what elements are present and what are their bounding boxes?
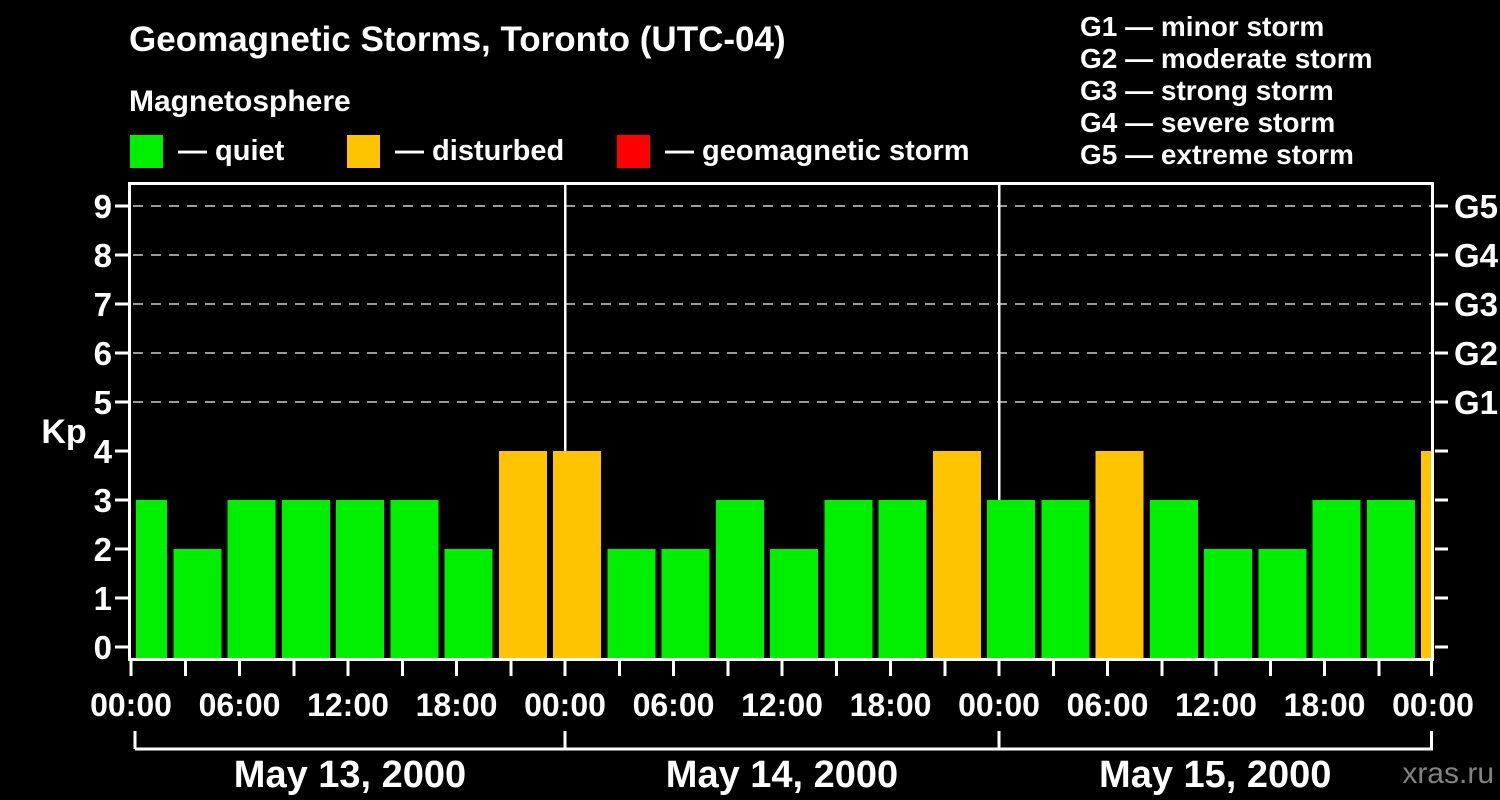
- plot-frame: [128, 182, 1434, 661]
- kp-bar: [1095, 451, 1144, 659]
- kp-bar: [878, 500, 927, 659]
- storm-scale-g3: G3 — strong storm: [1080, 75, 1334, 106]
- y-axis-title: Kp: [41, 413, 86, 451]
- legend-item-disturbed: — disturbed: [347, 133, 564, 169]
- date-label: May 15, 2000: [1099, 754, 1331, 796]
- kp-bar: [281, 500, 330, 659]
- y-axis-tick-label: 2: [94, 531, 112, 568]
- y-axis-tick-label: 4: [94, 433, 113, 470]
- y-axis-tick-label: 3: [94, 482, 112, 519]
- y-axis-tick-label: 8: [94, 237, 112, 274]
- quiet-label: — quiet: [178, 134, 285, 167]
- right-axis-label-g2: G2: [1454, 335, 1498, 372]
- right-axis-label-g3: G3: [1454, 286, 1498, 323]
- watermark: xras.ru: [1402, 757, 1494, 790]
- y-axis-tick-label: 5: [94, 384, 112, 421]
- kp-bar: [1312, 500, 1361, 659]
- storm-label: — geomagnetic storm: [665, 134, 970, 167]
- kp-bar: [770, 549, 818, 659]
- kp-bar: [715, 500, 764, 659]
- x-axis-hour-label: 06:00: [633, 687, 715, 723]
- x-axis-hour-label: 12:00: [307, 687, 389, 723]
- x-axis-hour-label: 00:00: [90, 687, 172, 723]
- date-label: May 13, 2000: [234, 754, 466, 796]
- x-axis-hour-label: 06:00: [199, 687, 281, 723]
- kp-bar: [1204, 549, 1252, 659]
- quiet-color-swatch: [130, 134, 163, 168]
- x-axis-hour-label: 18:00: [1284, 687, 1366, 723]
- storm-color-swatch: [617, 134, 650, 168]
- storm-scale-g1: G1 — minor storm: [1080, 11, 1325, 42]
- kp-bar: [1421, 451, 1431, 659]
- legend-item-quiet: — quiet: [130, 133, 284, 169]
- disturbed-label: — disturbed: [395, 134, 565, 167]
- y-axis-tick-label: 7: [94, 286, 112, 323]
- legend-item-storm: — geomagnetic storm: [617, 133, 970, 169]
- storm-scale-g2: G2 — moderate storm: [1080, 43, 1373, 74]
- kp-bar: [444, 549, 493, 659]
- right-axis-label-g1: G1: [1454, 384, 1498, 421]
- right-axis-label-g5: G5: [1454, 188, 1498, 225]
- y-axis-tick-label: 0: [94, 629, 112, 666]
- x-axis-hour-label: 00:00: [524, 687, 606, 723]
- y-axis-tick-label: 1: [94, 580, 112, 617]
- kp-bar: [607, 549, 656, 659]
- x-axis-hour-label: 12:00: [1175, 687, 1257, 723]
- page-title: Geomagnetic Storms, Toronto (UTC-04): [129, 20, 786, 59]
- chart-subtitle: Magnetosphere: [129, 85, 351, 118]
- kp-bar: [136, 500, 167, 659]
- right-axis-label-g4: G4: [1454, 237, 1499, 274]
- kp-bar: [498, 451, 547, 659]
- storm-scale-g5: G5 — extreme storm: [1080, 139, 1354, 170]
- x-axis-hour-label: 18:00: [850, 687, 932, 723]
- x-axis-hour-label: 00:00: [958, 687, 1040, 723]
- x-axis-hour-label: 12:00: [741, 687, 823, 723]
- date-label: May 14, 2000: [666, 754, 898, 796]
- kp-bar: [824, 500, 873, 659]
- x-axis-hour-label: 00:00: [1392, 687, 1474, 723]
- kp-bar: [390, 500, 439, 659]
- kp-bar: [553, 451, 601, 659]
- kp-bar: [1366, 500, 1415, 659]
- kp-bar: [1258, 549, 1307, 659]
- kp-bar: [661, 549, 710, 659]
- x-axis-hour-label: 06:00: [1067, 687, 1149, 723]
- disturbed-color-swatch: [347, 134, 380, 168]
- y-axis-tick-label: 6: [94, 335, 112, 372]
- kp-bar: [227, 500, 276, 659]
- kp-bar: [1149, 500, 1198, 659]
- kp-bar: [932, 451, 981, 659]
- x-axis-hour-label: 18:00: [416, 687, 498, 723]
- kp-bar: [336, 500, 384, 659]
- storm-scale-g4: G4 — severe storm: [1080, 107, 1336, 138]
- kp-bar: [173, 549, 222, 659]
- storm-scale-legend: G1 — minor storm G2 — moderate storm G3 …: [1080, 11, 1373, 171]
- y-axis-tick-label: 9: [94, 188, 112, 225]
- kp-bar: [987, 500, 1035, 659]
- kp-bar: [1041, 500, 1090, 659]
